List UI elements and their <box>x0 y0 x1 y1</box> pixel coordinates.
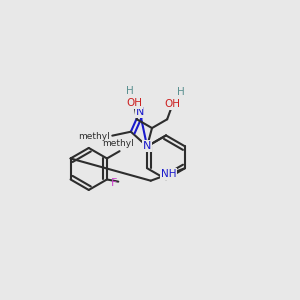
Text: NH: NH <box>161 169 176 179</box>
Text: H: H <box>177 87 185 97</box>
Text: H: H <box>126 86 134 96</box>
Text: methyl: methyl <box>78 132 110 141</box>
Text: N: N <box>143 141 151 152</box>
Text: F: F <box>111 178 117 188</box>
Text: OH: OH <box>126 98 142 109</box>
Text: N: N <box>136 107 144 117</box>
Text: OH: OH <box>165 99 181 109</box>
Text: methyl: methyl <box>102 139 134 148</box>
